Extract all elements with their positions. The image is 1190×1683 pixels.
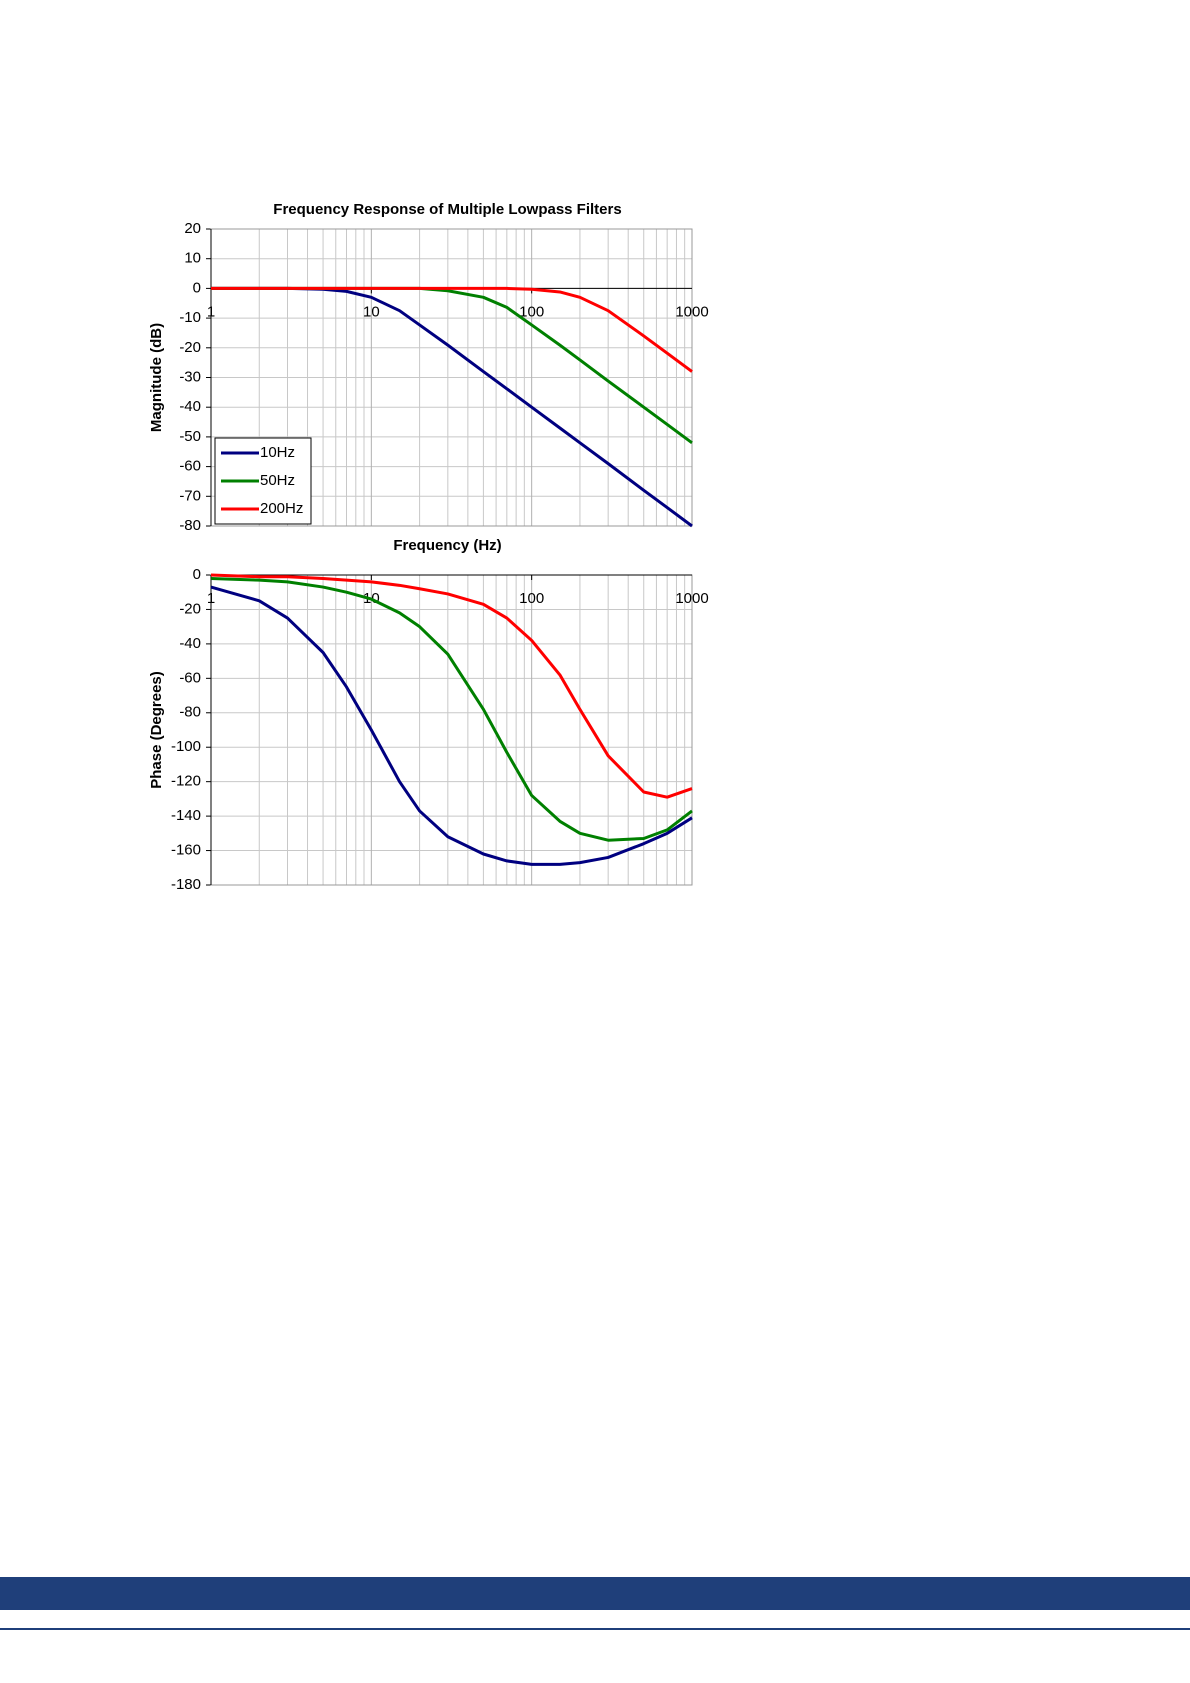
legend-label: 10Hz	[260, 444, 295, 461]
y-axis-label: Phase (Degrees)	[148, 671, 165, 789]
y-tick-label: -30	[179, 368, 201, 385]
y-tick-label: -120	[171, 773, 201, 790]
legend-label: 200Hz	[260, 500, 303, 517]
y-tick-label: -80	[179, 517, 201, 534]
y-tick-label: -60	[179, 669, 201, 686]
y-axis-label: Magnitude (dB)	[148, 323, 165, 432]
y-tick-label: -20	[179, 600, 201, 617]
y-tick-label: -10	[179, 309, 201, 326]
y-tick-label: -40	[179, 398, 201, 415]
y-tick-label: -80	[179, 704, 201, 721]
y-tick-label: -100	[171, 738, 201, 755]
chart-title: Frequency Response of Multiple Lowpass F…	[273, 201, 621, 218]
y-tick-label: -180	[171, 876, 201, 893]
y-tick-label: -20	[179, 339, 201, 356]
y-tick-label: -160	[171, 842, 201, 859]
footer-rule	[0, 1628, 1190, 1630]
series-line	[211, 286, 693, 445]
y-tick-label: -70	[179, 487, 201, 504]
y-tick-label: -60	[179, 458, 201, 475]
series-line	[210, 576, 693, 842]
y-tick-label: 20	[184, 220, 201, 237]
series-line	[211, 286, 693, 373]
x-tick-label: 10	[363, 303, 380, 320]
y-tick-label: -50	[179, 428, 201, 445]
y-tick-label: -40	[179, 635, 201, 652]
x-tick-label: 100	[519, 590, 544, 607]
series-line	[210, 573, 693, 799]
y-tick-label: 0	[193, 279, 201, 296]
series-line	[210, 585, 693, 866]
y-tick-label: 10	[184, 250, 201, 267]
legend-label: 50Hz	[260, 472, 295, 489]
y-tick-label: -140	[171, 807, 201, 824]
x-axis-label: Frequency (Hz)	[393, 537, 501, 554]
footer-bar	[0, 1577, 1190, 1610]
y-tick-label: 0	[193, 566, 201, 583]
x-tick-label: 100	[519, 303, 544, 320]
